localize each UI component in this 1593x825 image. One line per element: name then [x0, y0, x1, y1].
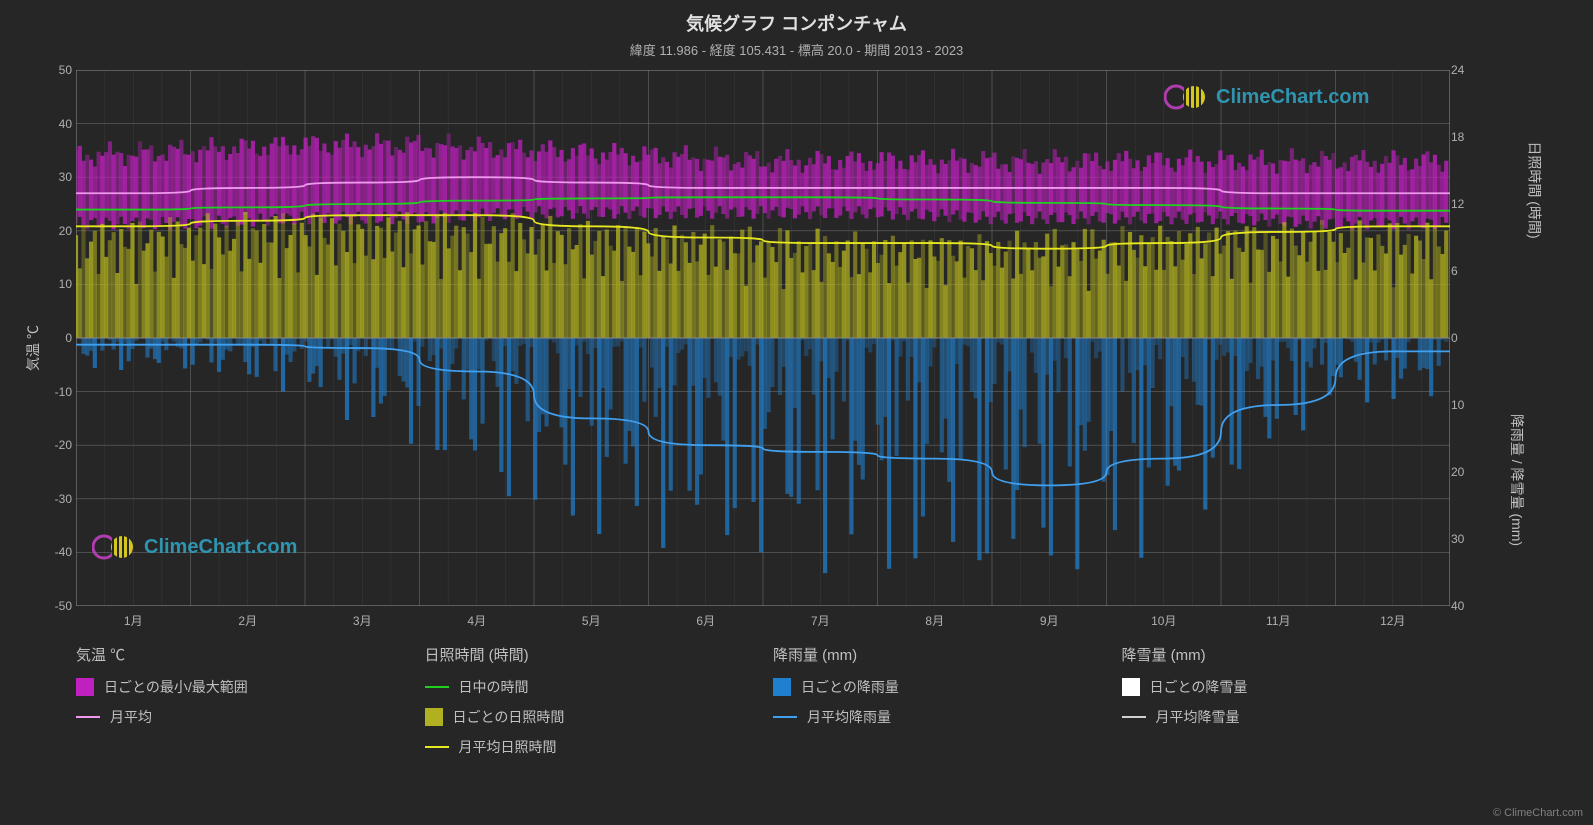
chart-subtitle: 緯度 11.986 - 経度 105.431 - 標高 20.0 - 期間 20… — [0, 36, 1593, 59]
ytick-right-top: 6 — [1451, 264, 1477, 278]
watermark-top: ClimeChart.com — [1164, 83, 1369, 111]
xtick-month: 1月 — [124, 612, 143, 629]
xtick-month: 4月 — [467, 612, 486, 629]
plot-area — [76, 70, 1450, 606]
legend-group: 降雨量 (mm) 日ごとの降雨量月平均降雨量 — [773, 644, 1102, 767]
legend-item-label: 日ごとの最小/最大範囲 — [104, 677, 248, 697]
legend-item: 月平均降雨量 — [773, 707, 1102, 727]
swatch-box-icon — [76, 678, 94, 696]
legend-group-title: 降雪量 (mm) — [1122, 644, 1451, 665]
xtick-month: 3月 — [353, 612, 372, 629]
legend-item: 月平均降雪量 — [1122, 707, 1451, 727]
watermark-bottom: ClimeChart.com — [92, 533, 297, 561]
ytick-right-top: 0 — [1451, 331, 1477, 345]
chart-title: 気候グラフ コンポンチャム — [0, 0, 1593, 36]
legend-item: 月平均日照時間 — [425, 737, 754, 757]
legend-group: 降雪量 (mm) 日ごとの降雪量月平均降雪量 — [1122, 644, 1451, 767]
ytick-right-bottom: 30 — [1451, 532, 1477, 546]
xtick-month: 12月 — [1380, 612, 1405, 629]
legend-item: 日ごとの最小/最大範囲 — [76, 677, 405, 697]
legend: 気温 ℃ 日ごとの最小/最大範囲月平均 日照時間 (時間) 日中の時間日ごとの日照時間… — [76, 644, 1450, 767]
legend-item-label: 日中の時間 — [459, 677, 529, 697]
swatch-line-icon — [76, 716, 100, 718]
legend-item-label: 日ごとの降雪量 — [1150, 677, 1248, 697]
xtick-month: 11月 — [1266, 612, 1290, 629]
ytick-right-top: 12 — [1451, 197, 1477, 211]
ytick-left: 50 — [46, 63, 72, 77]
legend-item-label: 月平均日照時間 — [459, 737, 557, 757]
ytick-left: 40 — [46, 117, 72, 131]
legend-item: 日中の時間 — [425, 677, 754, 697]
ytick-left: -40 — [46, 545, 72, 559]
legend-item: 日ごとの降雨量 — [773, 677, 1102, 697]
swatch-box-icon — [773, 678, 791, 696]
xtick-month: 5月 — [582, 612, 601, 629]
legend-item-label: 月平均降雪量 — [1156, 707, 1240, 727]
ytick-left: -20 — [46, 438, 72, 452]
ytick-left: 30 — [46, 170, 72, 184]
legend-item: 日ごとの降雪量 — [1122, 677, 1451, 697]
xtick-month: 9月 — [1040, 612, 1059, 629]
legend-group: 気温 ℃ 日ごとの最小/最大範囲月平均 — [76, 644, 405, 767]
xtick-month: 8月 — [925, 612, 944, 629]
xtick-month: 7月 — [811, 612, 830, 629]
legend-group-title: 降雨量 (mm) — [773, 644, 1102, 665]
climate-chart: 気候グラフ コンポンチャム 緯度 11.986 - 経度 105.431 - 標… — [0, 0, 1593, 825]
copyright: © ClimeChart.com — [1493, 807, 1583, 819]
legend-item-label: 日ごとの日照時間 — [453, 707, 565, 727]
legend-item-label: 月平均降雨量 — [807, 707, 891, 727]
y-axis-left-label: 気温 ℃ — [23, 325, 43, 371]
swatch-line-icon — [773, 716, 797, 718]
legend-group-title: 日照時間 (時間) — [425, 644, 754, 665]
legend-item-label: 日ごとの降雨量 — [801, 677, 899, 697]
watermark-text: ClimeChart.com — [144, 536, 297, 559]
ytick-left: -50 — [46, 599, 72, 613]
chart-svg — [76, 70, 1450, 606]
ytick-left: 0 — [46, 331, 72, 345]
y-axis-right-top-label: 日照時間 (時間) — [1524, 141, 1544, 238]
swatch-box-icon — [425, 708, 443, 726]
watermark-text: ClimeChart.com — [1216, 86, 1369, 109]
xtick-month: 10月 — [1151, 612, 1176, 629]
ytick-right-bottom: 10 — [1451, 398, 1477, 412]
ytick-left: -30 — [46, 492, 72, 506]
ytick-right-bottom: 20 — [1451, 465, 1477, 479]
logo-icon — [92, 533, 136, 561]
legend-group-title: 気温 ℃ — [76, 644, 405, 665]
ytick-right-bottom: 40 — [1451, 599, 1477, 613]
swatch-box-icon — [1122, 678, 1140, 696]
legend-item: 日ごとの日照時間 — [425, 707, 754, 727]
legend-group: 日照時間 (時間) 日中の時間日ごとの日照時間月平均日照時間 — [425, 644, 754, 767]
swatch-line-icon — [1122, 716, 1146, 718]
xtick-month: 6月 — [696, 612, 715, 629]
ytick-left: 20 — [46, 224, 72, 238]
swatch-line-icon — [425, 746, 449, 748]
legend-item-label: 月平均 — [110, 707, 152, 727]
swatch-line-icon — [425, 686, 449, 688]
xtick-month: 2月 — [238, 612, 257, 629]
y-axis-right-bottom-label: 降雨量 / 降雪量 (mm) — [1507, 414, 1527, 546]
logo-icon — [1164, 83, 1208, 111]
ytick-left: 10 — [46, 277, 72, 291]
ytick-right-top: 24 — [1451, 63, 1477, 77]
legend-item: 月平均 — [76, 707, 405, 727]
ytick-right-top: 18 — [1451, 130, 1477, 144]
ytick-left: -10 — [46, 385, 72, 399]
